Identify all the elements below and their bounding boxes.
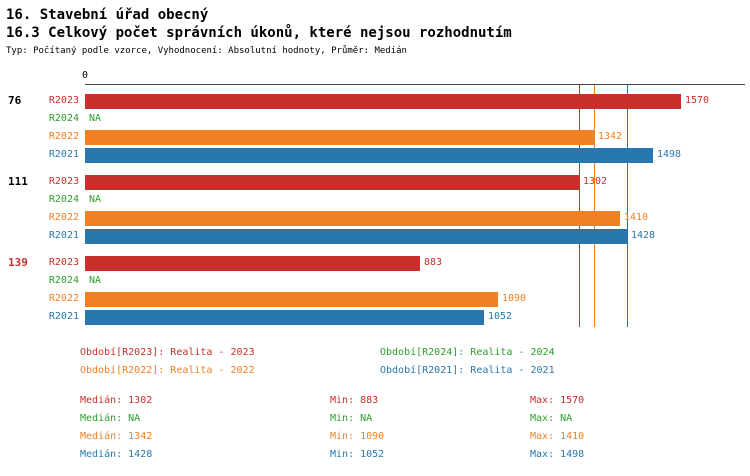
median-line-R2021	[627, 85, 628, 327]
report-meta: Typ: Počítaný podle vzorce, Vyhodnocení:…	[6, 46, 407, 56]
bar-value: 1498	[657, 149, 682, 160]
series-label-R2024: R2024	[48, 113, 79, 124]
bar-chart: 0 76 R2023 1570 R2024 NA R2022 1342 R2021 1498 11…	[0, 69, 750, 334]
series-label-R2022: R2022	[48, 293, 79, 304]
legend-item-R2022: Období[R2022]: Realita - 2022	[80, 365, 255, 376]
report-page: 16. Stavební úřad obecný 16.3 Celkový po…	[0, 0, 750, 464]
stat-max-R2024: Max: NA	[530, 413, 573, 424]
bar-R2023	[85, 94, 681, 109]
bar-R2021	[85, 310, 484, 325]
bar-R2021	[85, 148, 653, 163]
bar-value: 1410	[624, 212, 649, 223]
series-label-R2023: R2023	[48, 257, 79, 268]
stat-median-R2022: Medián: 1342	[80, 431, 153, 442]
bar-value: 1302	[583, 176, 608, 187]
group-label: 76	[8, 94, 22, 107]
stat-median-R2023: Medián: 1302	[80, 395, 153, 406]
stat-max-R2021: Max: 1498	[530, 449, 585, 460]
stat-min-R2022: Min: 1090	[330, 431, 385, 442]
series-label-R2022: R2022	[48, 131, 79, 142]
bar-value: 883	[424, 257, 443, 268]
bar-value: 1428	[631, 230, 656, 241]
stat-min-R2024: Min: NA	[330, 413, 373, 424]
bar-value: 1052	[488, 311, 513, 322]
stat-min-R2023: Min: 883	[330, 395, 379, 406]
bar-R2022	[85, 211, 620, 226]
stat-median-R2021: Medián: 1428	[80, 449, 153, 460]
stats-table: Medián: 1302 Min: 883 Max: 1570 Medián: NA M…	[0, 392, 750, 464]
series-label-R2022: R2022	[48, 212, 79, 223]
series-label-R2023: R2023	[48, 95, 79, 106]
bar-value: 1090	[502, 293, 527, 304]
bar-value: 1342	[598, 131, 623, 142]
x-axis-zero-label: 0	[81, 70, 89, 81]
series-label-R2021: R2021	[48, 311, 79, 322]
chart-legend: Období[R2023]: Realita - 2023 Období[R202…	[0, 344, 750, 379]
bar-value-na: NA	[89, 275, 102, 286]
group-label: 111	[8, 175, 28, 188]
series-label-R2024: R2024	[48, 275, 79, 286]
bar-value-na: NA	[89, 113, 102, 124]
bar-value: 1570	[685, 95, 710, 106]
group-label: 139	[8, 256, 28, 269]
bar-R2023	[85, 256, 420, 271]
report-title: 16. Stavební úřad obecný	[6, 7, 209, 23]
bar-R2023	[85, 175, 579, 190]
series-label-R2024: R2024	[48, 194, 79, 205]
report-header: 16. Stavební úřad obecný 16.3 Celkový po…	[0, 0, 750, 57]
bar-R2022	[85, 292, 498, 307]
series-label-R2023: R2023	[48, 176, 79, 187]
series-label-R2021: R2021	[48, 230, 79, 241]
legend-item-R2024: Období[R2024]: Realita - 2024	[380, 347, 555, 358]
bar-R2021	[85, 229, 627, 244]
series-label-R2021: R2021	[48, 149, 79, 160]
stat-min-R2021: Min: 1052	[330, 449, 385, 460]
median-line-R2023	[579, 85, 580, 327]
bar-value-na: NA	[89, 194, 102, 205]
legend-item-R2021: Období[R2021]: Realita - 2021	[380, 365, 555, 376]
stat-max-R2022: Max: 1410	[530, 431, 585, 442]
x-axis-line	[85, 84, 745, 85]
stat-median-R2024: Medián: NA	[80, 413, 141, 424]
legend-item-R2023: Období[R2023]: Realita - 2023	[80, 347, 255, 358]
median-line-R2022	[594, 85, 595, 327]
stat-max-R2023: Max: 1570	[530, 395, 585, 406]
bar-R2022	[85, 130, 594, 145]
report-subtitle: 16.3 Celkový počet správních úkonů, kter…	[6, 25, 512, 41]
